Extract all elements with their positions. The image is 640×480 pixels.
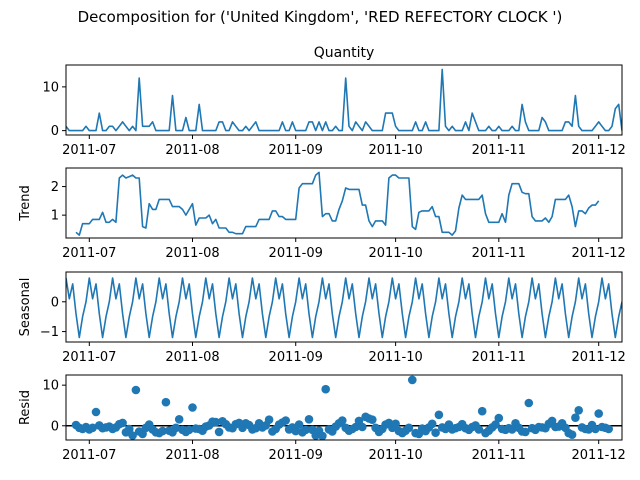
y-axis-label: Seasonal <box>18 278 33 337</box>
resid-point <box>92 408 101 417</box>
figure-suptitle: Decomposition for ('United Kingdom', 'RE… <box>78 8 563 26</box>
resid-point <box>574 406 583 415</box>
y-tick-label: 0 <box>51 295 59 310</box>
x-tick-label: 2011-11 <box>472 246 526 261</box>
resid-point <box>358 423 367 432</box>
resid-point <box>594 409 603 418</box>
x-tick-label: 2011-10 <box>368 350 422 365</box>
resid-point <box>265 415 274 424</box>
resid-point <box>118 419 127 428</box>
series-line <box>66 69 622 130</box>
resid-point <box>132 386 141 395</box>
panel-resid: Resid 0 10 2011-07 2011-08 2011-09 2011-10 2011… <box>18 375 626 463</box>
x-tick-label: 2011-09 <box>269 143 323 158</box>
plot-area <box>66 278 622 338</box>
resid-point <box>408 376 417 385</box>
resid-point <box>188 403 197 412</box>
x-tick-label: 2011-11 <box>472 448 526 463</box>
y-tick-label: 0 <box>51 419 59 434</box>
x-tick-label: 2011-09 <box>269 350 323 365</box>
plot-area <box>76 172 599 235</box>
x-tick-label: 2011-08 <box>165 246 219 261</box>
y-tick-label: 10 <box>42 80 59 95</box>
x-tick-label: 2011-07 <box>62 143 116 158</box>
resid-point <box>281 416 290 425</box>
resid-point <box>525 399 534 408</box>
resid-point <box>338 416 347 425</box>
resid-point <box>175 415 184 424</box>
y-tick-label: 0 <box>51 124 59 139</box>
resid-point <box>568 430 577 439</box>
resid-point <box>495 414 504 423</box>
resid-point <box>305 415 314 424</box>
x-tick-label: 2011-08 <box>165 350 219 365</box>
x-tick-label: 2011-10 <box>368 246 422 261</box>
x-tick-label: 2011-12 <box>572 350 626 365</box>
resid-point <box>215 428 224 437</box>
y-tick-label: −1 <box>40 325 59 340</box>
resid-point <box>321 385 330 394</box>
x-tick-label: 2011-07 <box>62 350 116 365</box>
resid-point <box>162 398 171 407</box>
panel-trend: Trend 1 2 2011-07 2011-08 2011-09 2011-10 2011-… <box>18 168 626 261</box>
y-tick-label: 10 <box>42 379 59 394</box>
seasonal-line <box>66 278 622 338</box>
x-tick-label: 2011-08 <box>165 143 219 158</box>
x-tick-label: 2011-07 <box>62 246 116 261</box>
panel-title: Quantity <box>314 45 375 61</box>
x-tick-label: 2011-12 <box>572 448 626 463</box>
x-tick-label: 2011-11 <box>472 350 526 365</box>
resid-point <box>478 407 487 416</box>
x-tick-label: 2011-10 <box>368 448 422 463</box>
x-tick-label: 2011-09 <box>269 246 323 261</box>
x-tick-label: 2011-08 <box>165 448 219 463</box>
panel-observed: Quantity 0 10 2011-07 2011-08 2011-09 2011-10 2… <box>42 45 625 158</box>
resid-point <box>435 411 444 420</box>
y-tick-label: 2 <box>51 180 59 195</box>
plot-area <box>66 69 622 130</box>
plot-area <box>66 376 622 441</box>
x-tick-label: 2011-12 <box>572 246 626 261</box>
y-axis-label: Trend <box>18 185 33 222</box>
resid-point <box>571 413 580 422</box>
y-tick-label: 1 <box>51 209 59 224</box>
x-tick-label: 2011-09 <box>269 448 323 463</box>
x-tick-label: 2011-12 <box>572 143 626 158</box>
series-line <box>76 172 599 235</box>
x-tick-label: 2011-07 <box>62 448 116 463</box>
resid-point <box>368 415 377 424</box>
resid-point <box>604 425 613 434</box>
resid-point <box>405 424 414 433</box>
x-tick-label: 2011-10 <box>368 143 422 158</box>
y-axis-label: Resid <box>18 390 33 425</box>
resid-point <box>318 432 327 441</box>
resid-point <box>428 420 437 429</box>
x-tick-label: 2011-11 <box>472 143 526 158</box>
